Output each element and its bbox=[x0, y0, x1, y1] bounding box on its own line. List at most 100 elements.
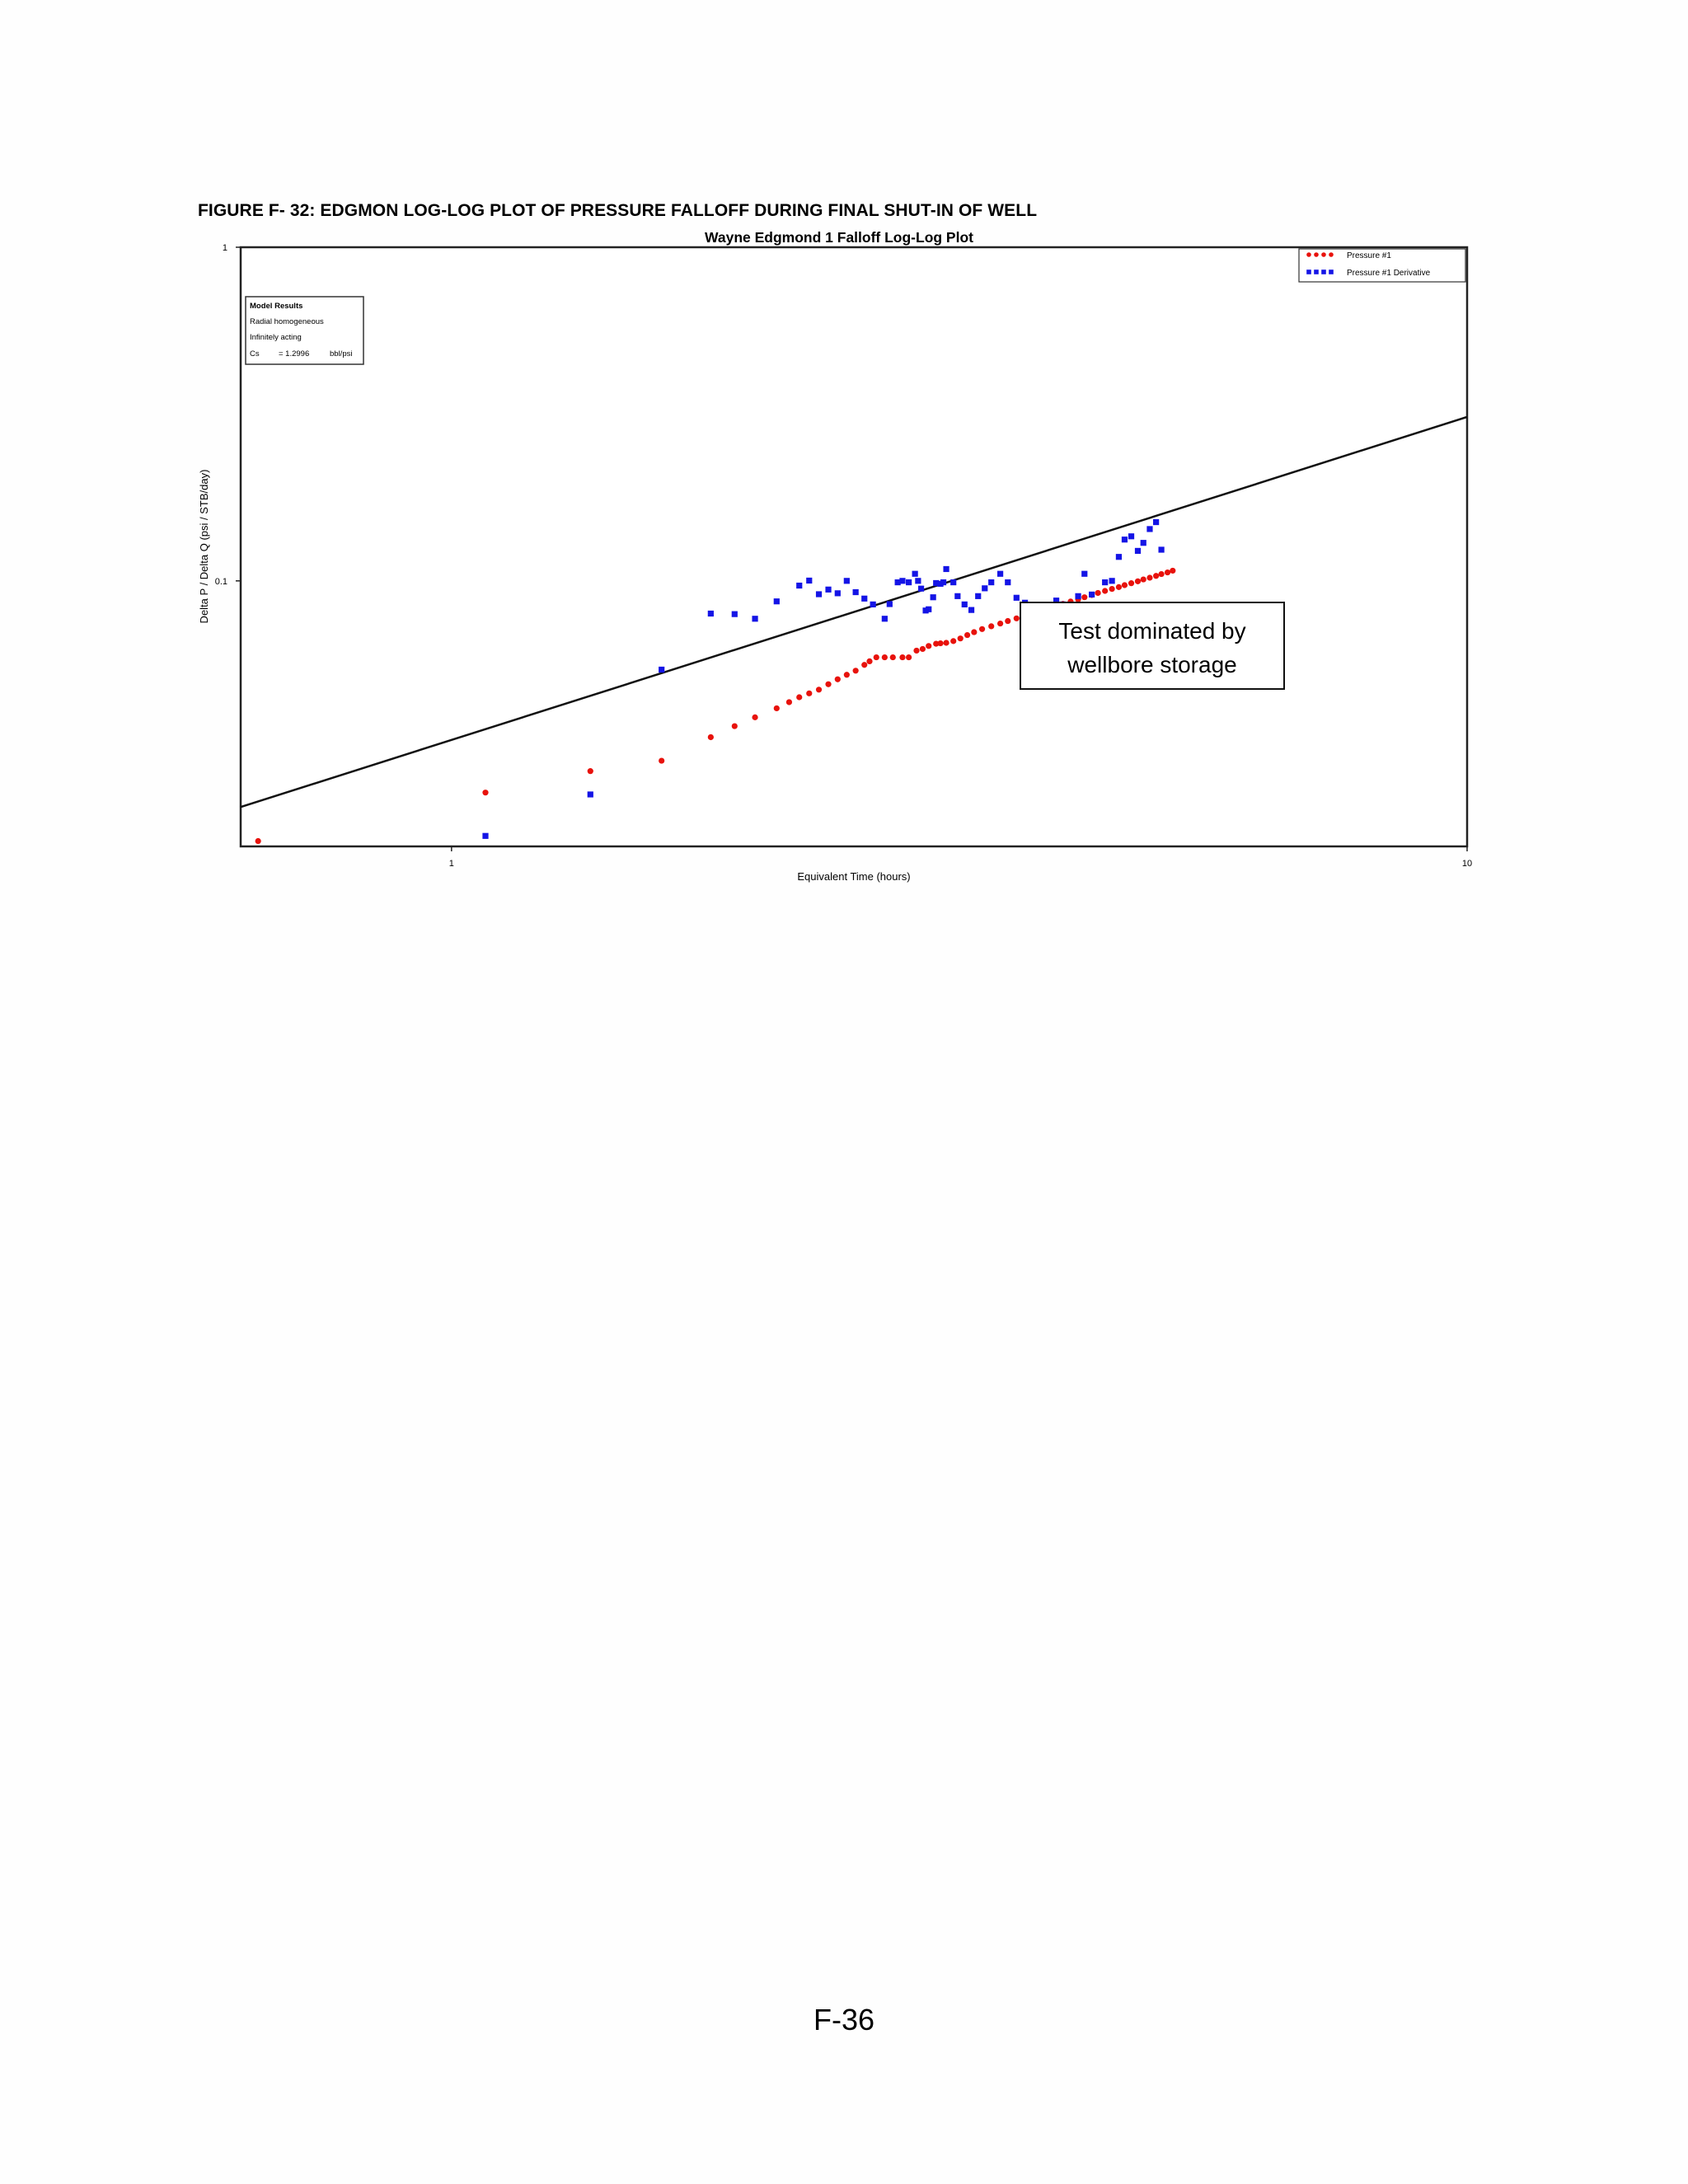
annotation-line-1: Test dominated by bbox=[1058, 618, 1245, 644]
data-point-derivative bbox=[731, 611, 738, 617]
data-point-derivative bbox=[940, 579, 947, 586]
data-point-pressure bbox=[1115, 583, 1123, 590]
data-point-derivative bbox=[930, 594, 936, 601]
data-point-pressure bbox=[957, 635, 964, 642]
data-point-pressure bbox=[852, 668, 859, 674]
model-results-line: = 1.2996 bbox=[279, 349, 309, 359]
data-point-derivative bbox=[1109, 578, 1115, 584]
data-point-pressure bbox=[889, 654, 896, 661]
data-point-pressure bbox=[1102, 588, 1109, 594]
model-results-line: Cs bbox=[250, 349, 260, 359]
data-point-pressure bbox=[731, 723, 738, 729]
data-point-pressure bbox=[988, 623, 995, 630]
data-point-derivative bbox=[906, 579, 912, 586]
data-point-pressure bbox=[937, 640, 944, 647]
data-point-derivative bbox=[1146, 526, 1153, 532]
data-point-derivative bbox=[1134, 547, 1142, 555]
model-results-line: Radial homogeneous bbox=[250, 317, 324, 326]
data-point-derivative bbox=[950, 579, 957, 586]
legend-label-pressure: Pressure #1 bbox=[1347, 251, 1391, 260]
data-point-pressure bbox=[825, 681, 832, 687]
data-point-pressure bbox=[1109, 585, 1115, 593]
data-point-derivative bbox=[1128, 533, 1135, 540]
data-point-pressure bbox=[971, 629, 978, 635]
data-point-pressure bbox=[707, 733, 714, 741]
log-log-chart: Wayne Edgmond 1 Falloff Log-Log Plot 1 10… bbox=[198, 229, 1472, 883]
model-results-line: bbl/psi bbox=[330, 349, 352, 359]
legend-marker bbox=[1314, 252, 1319, 257]
data-point-derivative bbox=[912, 570, 918, 577]
legend-marker bbox=[1321, 269, 1326, 274]
data-point-derivative bbox=[861, 595, 868, 602]
data-point-derivative bbox=[922, 607, 929, 614]
data-point-derivative bbox=[961, 601, 968, 607]
data-point-derivative bbox=[915, 578, 921, 584]
data-point-pressure bbox=[1095, 589, 1101, 597]
chart-title: Wayne Edgmond 1 Falloff Log-Log Plot bbox=[705, 229, 973, 246]
data-point-derivative bbox=[943, 565, 950, 573]
data-point-derivative bbox=[825, 586, 832, 593]
data-point-pressure bbox=[806, 690, 813, 696]
data-point-derivative bbox=[988, 579, 995, 586]
data-point-pressure bbox=[1121, 582, 1128, 588]
data-point-pressure bbox=[659, 757, 665, 764]
data-point-derivative bbox=[1075, 593, 1081, 599]
data-point-derivative bbox=[968, 607, 975, 613]
model-results-box: Model Results Radial homogeneous Infinit… bbox=[245, 296, 364, 365]
data-point-pressure bbox=[1081, 594, 1088, 601]
annotation-box: Test dominated by wellbore storage bbox=[1020, 602, 1285, 690]
reference-line-group bbox=[240, 415, 1468, 808]
data-point-derivative bbox=[1089, 591, 1095, 598]
data-point-pressure bbox=[1153, 573, 1160, 579]
data-point-derivative bbox=[1102, 579, 1109, 586]
data-point-derivative bbox=[707, 610, 714, 617]
data-point-pressure bbox=[866, 658, 873, 665]
data-point-pressure bbox=[913, 647, 920, 654]
legend-swatch-derivative bbox=[1306, 269, 1334, 274]
reference-line bbox=[240, 415, 1468, 808]
legend-label-derivative: Pressure #1 Derivative bbox=[1347, 269, 1431, 278]
x-tick-label: 10 bbox=[1462, 859, 1472, 869]
data-point-derivative bbox=[852, 588, 859, 596]
data-point-pressure bbox=[950, 638, 957, 644]
data-point-derivative bbox=[926, 606, 932, 612]
axis-ticks: 1 10 0.1 1 bbox=[215, 243, 1472, 869]
data-point-derivative bbox=[1013, 594, 1020, 601]
data-point-derivative bbox=[886, 601, 893, 607]
data-point-derivative bbox=[806, 577, 813, 584]
data-point-pressure bbox=[1128, 580, 1135, 587]
data-point-derivative bbox=[752, 616, 758, 622]
data-point-pressure bbox=[255, 837, 261, 845]
data-point-derivative bbox=[894, 579, 901, 586]
data-point-pressure bbox=[815, 687, 823, 693]
data-point-derivative bbox=[982, 585, 988, 592]
data-point-derivative bbox=[1115, 554, 1123, 560]
data-point-pressure bbox=[919, 645, 926, 653]
y-tick-label: 1 bbox=[223, 243, 227, 253]
legend-marker bbox=[1306, 252, 1311, 257]
data-point-derivative bbox=[933, 579, 940, 587]
data-point-derivative bbox=[659, 666, 665, 673]
data-point-derivative bbox=[773, 598, 780, 605]
data-point-derivative bbox=[1005, 579, 1011, 586]
data-point-derivative bbox=[843, 578, 850, 584]
data-point-derivative bbox=[796, 582, 803, 589]
plot-area-frame bbox=[239, 246, 1469, 848]
data-point-derivative bbox=[482, 832, 489, 839]
x-tick-label: 1 bbox=[449, 859, 454, 869]
data-point-pressure bbox=[1134, 578, 1142, 584]
data-point-pressure bbox=[899, 654, 906, 661]
data-point-pressure bbox=[796, 694, 803, 701]
data-point-pressure bbox=[834, 676, 841, 682]
legend-marker bbox=[1329, 252, 1334, 257]
model-results-line: Infinitely acting bbox=[250, 333, 302, 342]
data-point-derivative bbox=[954, 593, 961, 599]
data-point-pressure bbox=[996, 620, 1004, 627]
data-point-derivative bbox=[870, 601, 876, 607]
data-point-pressure bbox=[881, 654, 888, 661]
data-point-pressure bbox=[1146, 574, 1153, 581]
data-point-pressure bbox=[1164, 569, 1171, 576]
data-point-pressure bbox=[906, 654, 912, 661]
data-point-derivative bbox=[975, 593, 982, 599]
data-point-pressure bbox=[1005, 617, 1011, 625]
